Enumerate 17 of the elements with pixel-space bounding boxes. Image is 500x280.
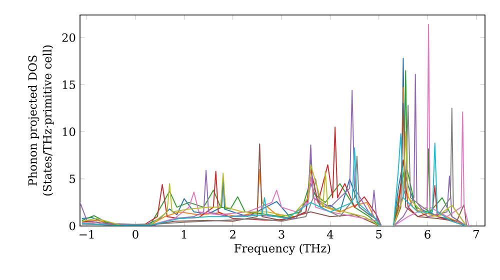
x-tick-label: 4	[326, 230, 334, 238]
x-tick-label: 5	[376, 230, 382, 238]
y-axis-title: Phonon projected DOS (States/THz·primitive cell)	[28, 45, 54, 196]
y-tick-label: 5	[70, 174, 76, 184]
y-tick-label: 10	[62, 128, 76, 136]
x-axis-title: Frequency (THz)	[234, 244, 330, 255]
x-tick-label: −1	[80, 230, 94, 238]
x-tick-label: 7	[474, 230, 480, 238]
x-tick-label: 0	[132, 230, 138, 239]
y-tick-label: 20	[62, 33, 76, 42]
y-tick-label: 15	[62, 80, 76, 90]
x-tick-label: 1	[182, 230, 186, 238]
line-series	[81, 24, 470, 226]
y-tick-label: 0	[70, 222, 76, 230]
x-tick-label: 3	[278, 230, 284, 239]
x-tick-label: 6	[424, 230, 430, 239]
x-tick-label: 2	[230, 230, 236, 238]
